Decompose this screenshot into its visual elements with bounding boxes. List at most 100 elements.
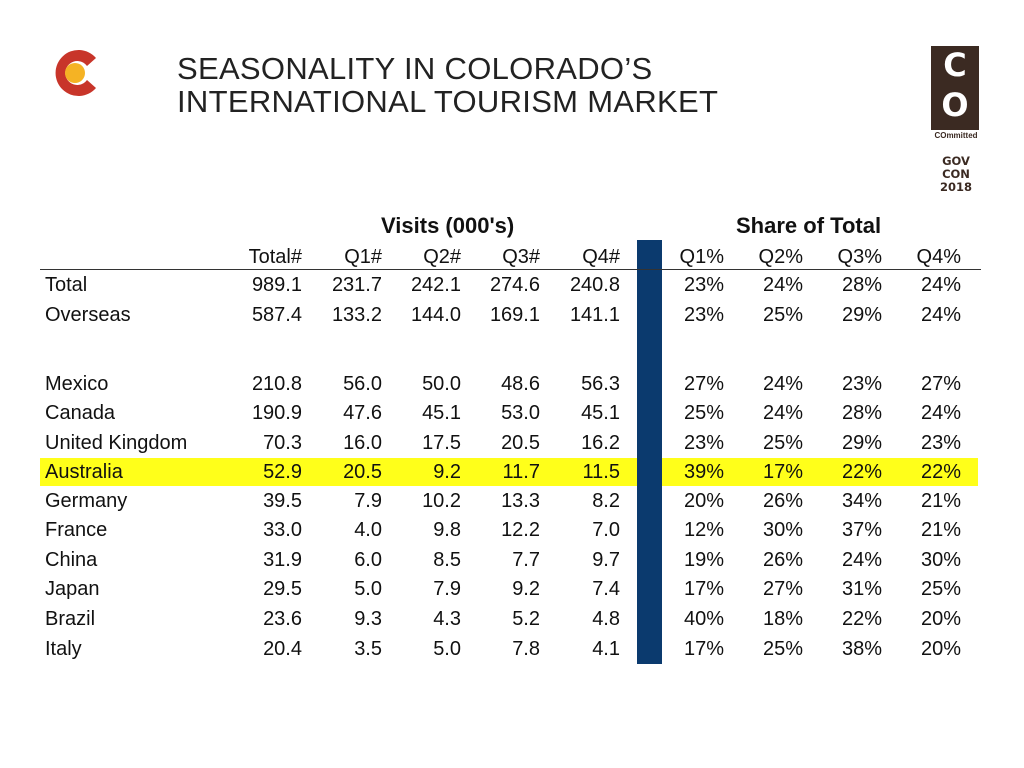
table-cell: 7.0 xyxy=(592,519,620,541)
table-cell: 31.9 xyxy=(263,549,302,571)
table-cell: 25% xyxy=(920,578,961,600)
table-cell: 45.1 xyxy=(422,402,461,424)
row-label: Brazil xyxy=(45,608,96,630)
table-cell: 587.4 xyxy=(251,304,302,326)
table-cell: 9.7 xyxy=(592,549,620,571)
govcon-year: 2018 xyxy=(939,180,972,194)
co-logo-letter-c: C xyxy=(943,46,967,84)
table-cell: 30% xyxy=(920,549,961,571)
table-cell: 39.5 xyxy=(263,490,302,512)
table-cell: 7.7 xyxy=(512,549,540,571)
table-cell: 25% xyxy=(683,402,724,424)
table-cell: 17% xyxy=(762,461,803,483)
table-cell: 11.5 xyxy=(582,461,620,483)
table-cell: 17.5 xyxy=(422,432,461,454)
table-cell: 23% xyxy=(841,373,882,395)
column-header-q1-pct: Q1% xyxy=(679,246,724,268)
table-cell: 17% xyxy=(683,638,724,660)
column-header-q3-count: Q3# xyxy=(502,246,540,268)
table-cell: 19% xyxy=(683,549,724,571)
table-cell: 30% xyxy=(762,519,803,541)
page-title: SEASONALITY IN COLORADO’S INTERNATIONAL … xyxy=(177,52,718,118)
table-cell: 141.1 xyxy=(569,304,620,326)
table-cell: 20.4 xyxy=(263,638,302,660)
table-cell: 989.1 xyxy=(251,274,302,296)
table-cell: 240.8 xyxy=(569,274,620,296)
colorado-c-logo-icon xyxy=(55,50,96,96)
column-divider-bar xyxy=(637,240,662,664)
row-label: Overseas xyxy=(45,304,131,326)
table-cell: 18% xyxy=(762,608,803,630)
table-cell: 26% xyxy=(762,549,803,571)
page-title-line-1: SEASONALITY IN COLORADO’S xyxy=(177,51,653,86)
table-cell: 25% xyxy=(762,638,803,660)
table-cell: 47.6 xyxy=(343,402,382,424)
table-cell: 22% xyxy=(841,608,882,630)
table-cell: 52.9 xyxy=(263,461,302,483)
govcon-label: GOV CON 2018 xyxy=(926,155,986,194)
table-cell: 23% xyxy=(683,432,724,454)
table-cell: 17% xyxy=(683,578,724,600)
table-cell: 70.3 xyxy=(263,432,302,454)
table-cell: 25% xyxy=(762,304,803,326)
column-header-q1-count: Q1# xyxy=(344,246,382,268)
table-cell: 16.0 xyxy=(343,432,382,454)
table-cell: 9.3 xyxy=(354,608,382,630)
table-cell: 38% xyxy=(841,638,882,660)
table-cell: 24% xyxy=(920,304,961,326)
table-cell: 8.2 xyxy=(592,490,620,512)
column-header-q3-pct: Q3% xyxy=(837,246,882,268)
table-cell: 5.0 xyxy=(433,638,461,660)
table-cell: 12% xyxy=(683,519,724,541)
table-cell: 20% xyxy=(920,638,961,660)
table-cell: 39% xyxy=(683,461,724,483)
table-cell: 9.2 xyxy=(512,578,540,600)
table-cell: 34% xyxy=(841,490,882,512)
table-cell: 21% xyxy=(920,490,961,512)
column-header-total-count: Total# xyxy=(248,246,302,268)
table-cell: 274.6 xyxy=(489,274,540,296)
table-cell: 20.5 xyxy=(343,461,382,483)
table-cell: 7.4 xyxy=(592,578,620,600)
table-cell: 37% xyxy=(841,519,882,541)
table-cell: 33.0 xyxy=(263,519,302,541)
column-header-q4-pct: Q4% xyxy=(916,246,961,268)
table-cell: 23.6 xyxy=(263,608,302,630)
table-cell: 4.0 xyxy=(354,519,382,541)
logo-c-ring xyxy=(55,50,96,96)
row-label: Italy xyxy=(45,638,82,660)
co-logo-letter-o: O xyxy=(941,86,969,124)
govcon-gov: GOV xyxy=(942,154,970,168)
table-cell: 210.8 xyxy=(251,373,302,395)
table-cell: 9.8 xyxy=(433,519,461,541)
table-cell: 24% xyxy=(841,549,882,571)
table-cell: 40% xyxy=(683,608,724,630)
committed-label: COmmitted xyxy=(934,131,978,140)
highlight-row-australia xyxy=(40,458,978,486)
table-cell: 5.2 xyxy=(512,608,540,630)
row-label: Canada xyxy=(45,402,116,424)
table-cell: 10.2 xyxy=(422,490,461,512)
table-cell: 4.1 xyxy=(592,638,620,660)
table-cell: 4.3 xyxy=(433,608,461,630)
column-header-q2-pct: Q2% xyxy=(758,246,803,268)
table-cell: 56.0 xyxy=(343,373,382,395)
visits-group-header: Visits (000's) xyxy=(381,213,515,238)
table-cell: 23% xyxy=(683,274,724,296)
table-cell: 9.2 xyxy=(433,461,461,483)
table-cell: 48.6 xyxy=(501,373,540,395)
row-label: China xyxy=(45,549,98,571)
table-cell: 12.2 xyxy=(501,519,540,541)
column-header-q4-count: Q4# xyxy=(582,246,620,268)
table-cell: 29% xyxy=(841,432,882,454)
table-cell: 7.9 xyxy=(354,490,382,512)
table-cell: 26% xyxy=(762,490,803,512)
table-cell: 6.0 xyxy=(354,549,382,571)
table-cell: 22% xyxy=(920,461,961,483)
row-label: Mexico xyxy=(45,373,109,395)
share-group-header: Share of Total xyxy=(736,213,882,238)
table-cell: 45.1 xyxy=(581,402,620,424)
table-cell: 24% xyxy=(920,402,961,424)
row-label: France xyxy=(45,519,108,541)
table-cell: 27% xyxy=(920,373,961,395)
